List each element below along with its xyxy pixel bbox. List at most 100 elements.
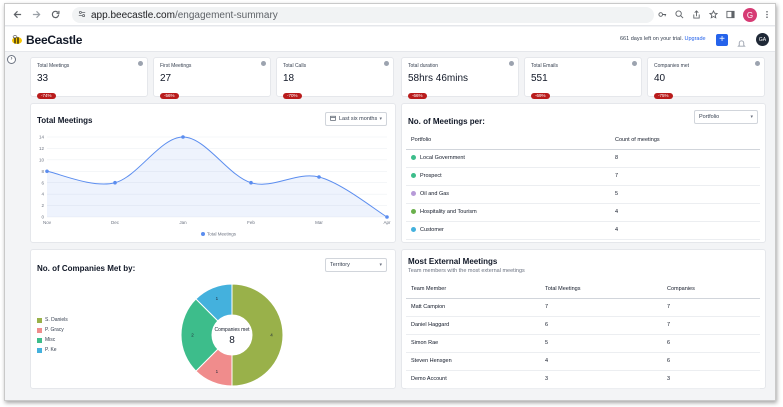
table-row[interactable]: Prospect 7 [406, 167, 760, 186]
table-row[interactable]: Oil and Gas 5 [406, 185, 760, 204]
browser-actions: G [658, 7, 769, 23]
stat-value: 40 [654, 73, 666, 84]
data-point [385, 215, 389, 219]
legend-label: P. Ke [45, 347, 57, 353]
territory-dropdown[interactable]: Territory ▾ [325, 258, 387, 272]
donut-chart: 4 1 2 1 Companies met 8 [180, 283, 284, 387]
team-member-cell: Steven Hensgen [406, 352, 540, 371]
slice-value-label: 4 [270, 333, 273, 338]
legend-item[interactable]: Misc [37, 337, 55, 343]
back-icon[interactable] [11, 8, 24, 21]
forward-icon[interactable] [30, 8, 43, 21]
table-row[interactable]: Simon Rae 5 6 [406, 334, 760, 353]
legend-item[interactable]: S. Daniels [37, 317, 68, 323]
table-row[interactable]: Hospitality and Tourism 4 [406, 203, 760, 222]
status-dot [411, 227, 416, 233]
count-cell: 4 [610, 203, 760, 222]
legend-item[interactable]: P. Ke [37, 347, 57, 353]
bookmark-star-icon[interactable] [708, 6, 719, 24]
data-point [317, 175, 321, 179]
stat-value: 551 [531, 73, 548, 84]
info-icon[interactable] [632, 61, 637, 66]
key-icon[interactable] [658, 6, 667, 24]
companies-met-panel: No. of Companies Met by: Territory ▾ S. … [30, 249, 396, 389]
meetings-per-table: Portfolio Count of meetings Local Govern… [406, 131, 760, 240]
share-icon[interactable] [692, 6, 701, 24]
table-row[interactable]: Local Government 8 [406, 149, 760, 168]
team-member-cell: Daniel Haggard [406, 316, 540, 335]
column-header[interactable]: Total Meetings [540, 280, 662, 299]
portfolio-name: Prospect [420, 173, 442, 179]
sidebar-toggle-icon[interactable]: › [7, 55, 16, 64]
y-tick-label: 4 [41, 192, 44, 197]
reload-icon[interactable] [49, 8, 62, 21]
table-row[interactable]: Matt Campion 7 7 [406, 298, 760, 317]
change-badge: -75% [654, 92, 673, 99]
status-dot [411, 155, 416, 161]
portfolio-dropdown[interactable]: Portfolio ▾ [694, 110, 758, 124]
profile-avatar[interactable]: G [743, 8, 757, 22]
period-dropdown[interactable]: Last six months ▾ [325, 112, 387, 126]
browser-menu-icon[interactable] [765, 6, 769, 24]
stat-card-companies-met[interactable]: Companies met 40 -75% [647, 57, 765, 99]
info-icon[interactable] [509, 61, 514, 66]
info-icon[interactable] [261, 61, 266, 66]
legend-label: P. Gracy [45, 327, 64, 333]
companies-cell: 3 [662, 370, 760, 389]
stat-card-first-meetings[interactable]: First Meetings 27 -56% [153, 57, 271, 99]
change-badge: -70% [283, 92, 302, 99]
count-cell: 5 [610, 185, 760, 204]
y-tick-label: 0 [41, 215, 44, 220]
address-bar[interactable]: app.beecastle.com/engagement-summary [72, 7, 654, 23]
url-domain: app.beecastle.com [91, 9, 175, 21]
legend-marker [201, 232, 205, 236]
table-row[interactable]: Steven Hensgen 4 6 [406, 352, 760, 371]
info-icon[interactable] [138, 61, 143, 66]
portfolio-name: Customer [420, 227, 444, 233]
table-row[interactable]: Customer 4 [406, 221, 760, 240]
stat-label: Total duration [408, 63, 439, 69]
legend-item[interactable]: P. Gracy [37, 327, 64, 333]
add-button[interactable]: + [716, 34, 728, 46]
column-header[interactable]: Team Member [406, 280, 540, 299]
column-header[interactable]: Companies [662, 280, 760, 299]
change-badge: -66% [408, 92, 427, 99]
stat-card-total-meetings[interactable]: Total Meetings 33 -74% [30, 57, 148, 99]
site-info-icon[interactable] [78, 10, 86, 21]
stat-card-total-calls[interactable]: Total Calls 18 -70% [276, 57, 394, 99]
external-meetings-table: Team Member Total Meetings Companies Mat… [406, 280, 760, 389]
column-header[interactable]: Portfolio [406, 131, 610, 150]
table-row[interactable]: Daniel Haggard 6 7 [406, 316, 760, 335]
y-tick-label: 6 [41, 180, 44, 185]
info-icon[interactable] [755, 61, 760, 66]
legend-swatch [37, 317, 42, 323]
status-dot [411, 173, 416, 179]
user-avatar[interactable]: GA [756, 33, 769, 46]
period-dropdown-value: Last six months [339, 116, 378, 122]
zoom-icon[interactable] [675, 6, 684, 24]
portfolio-cell: Customer [406, 221, 610, 240]
upgrade-link[interactable]: Upgrade [684, 36, 706, 42]
stat-value: 58hrs 46mins [408, 73, 469, 84]
donut-slice [180, 298, 219, 372]
browser-window: app.beecastle.com/engagement-summary G B… [4, 3, 776, 401]
brand-logo[interactable]: BeeCastle [11, 33, 82, 47]
legend-label: Total Meetings [207, 232, 237, 237]
info-icon[interactable] [384, 61, 389, 66]
portfolio-dropdown-value: Portfolio [699, 114, 720, 120]
count-cell: 7 [610, 167, 760, 186]
stat-value: 33 [37, 73, 49, 84]
status-dot [411, 209, 416, 215]
table-row[interactable]: Demo Account 3 3 [406, 370, 760, 389]
side-panel-icon[interactable] [726, 6, 735, 24]
stat-value: 18 [283, 73, 295, 84]
companies-cell: 6 [662, 352, 760, 371]
trial-text: 661 days left on your trial. [620, 36, 683, 42]
column-header[interactable]: Count of meetings [610, 131, 760, 150]
external-meetings-panel: Most External Meetings Team members with… [401, 249, 766, 389]
portfolio-cell: Prospect [406, 167, 610, 186]
count-cell: 4 [610, 221, 760, 240]
stat-card-total-emails[interactable]: Total Emails 551 -69% [524, 57, 642, 99]
bell-icon[interactable] [737, 35, 746, 53]
stat-card-total-duration[interactable]: Total duration 58hrs 46mins -66% [401, 57, 519, 99]
